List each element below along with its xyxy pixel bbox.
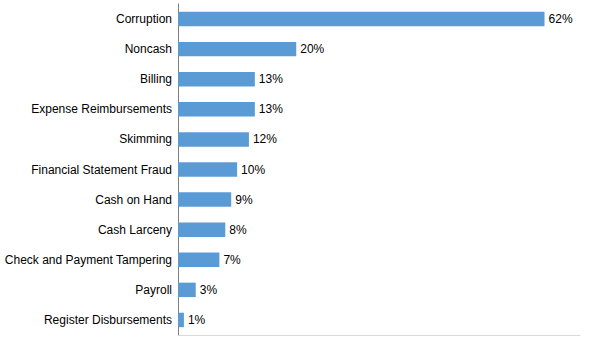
svg-text:12%: 12%: [253, 132, 277, 146]
svg-text:20%: 20%: [300, 42, 324, 56]
svg-text:Corruption: Corruption: [116, 12, 172, 26]
svg-text:Check and Payment Tampering: Check and Payment Tampering: [5, 253, 172, 267]
svg-text:Payroll: Payroll: [135, 283, 172, 297]
svg-text:Billing: Billing: [140, 72, 172, 86]
svg-text:Register Disbursements: Register Disbursements: [44, 313, 172, 327]
svg-text:Financial Statement Fraud: Financial Statement Fraud: [31, 163, 172, 177]
svg-text:7%: 7%: [223, 253, 241, 267]
svg-text:62%: 62%: [549, 12, 573, 26]
svg-text:10%: 10%: [241, 163, 265, 177]
svg-text:Cash Larceny: Cash Larceny: [98, 223, 172, 237]
svg-text:Expense Reimbursements: Expense Reimbursements: [31, 102, 172, 116]
svg-text:9%: 9%: [235, 193, 253, 207]
svg-text:1%: 1%: [188, 313, 206, 327]
svg-text:13%: 13%: [259, 102, 283, 116]
svg-text:Cash on Hand: Cash on Hand: [95, 193, 172, 207]
svg-text:Skimming: Skimming: [119, 132, 172, 146]
svg-text:3%: 3%: [200, 283, 218, 297]
svg-text:Noncash: Noncash: [125, 42, 172, 56]
svg-text:13%: 13%: [259, 72, 283, 86]
svg-text:8%: 8%: [229, 223, 247, 237]
